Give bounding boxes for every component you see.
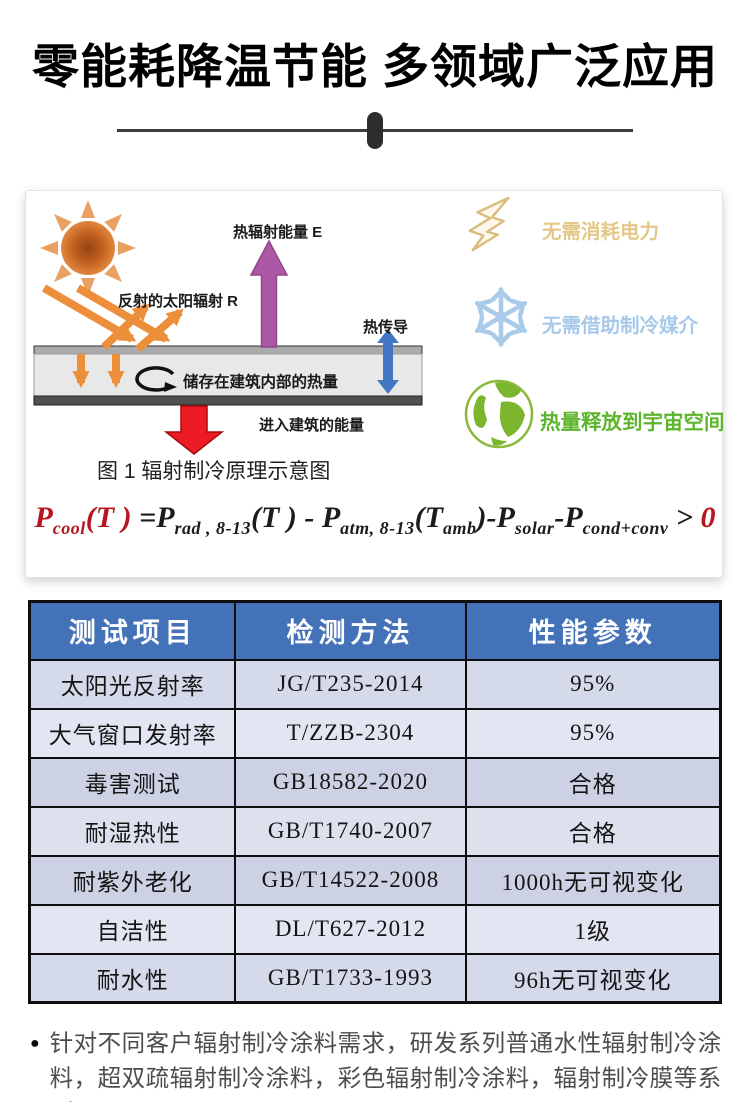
roof-slab bbox=[33, 345, 423, 406]
cell-value: 95% bbox=[464, 658, 722, 710]
bullet-icon: ● bbox=[30, 1035, 40, 1052]
earth-icon bbox=[464, 379, 534, 449]
header-method: 检测方法 bbox=[234, 600, 467, 661]
table-header-row: 测试项目 检测方法 性能参数 bbox=[28, 600, 722, 661]
lightning-icon bbox=[468, 196, 510, 252]
label-stored-heat: 储存在建筑内部的热量 bbox=[183, 374, 339, 391]
cell-method: GB/T1733-1993 bbox=[234, 952, 467, 1004]
conduction-arrow-icon bbox=[377, 329, 399, 394]
solar-arrows-icon bbox=[41, 284, 184, 389]
cell-method: T/ZZB-2304 bbox=[234, 707, 467, 759]
principle-diagram-card: 热辐射能量 E 反射的太阳辐射 R 热传导 储存在建筑内部的热量 进入建筑的能量… bbox=[25, 190, 725, 578]
figure-caption: 图 1 辐射制冷原理示意图 bbox=[97, 460, 331, 483]
table-row: 耐湿热性 GB/T1740-2007 合格 bbox=[28, 805, 722, 857]
cooling-power-formula: Pcool(T ) =Prad , 8-13(T ) - Patm, 8-13(… bbox=[34, 501, 716, 538]
entering-energy-arrow-icon bbox=[163, 405, 225, 455]
cell-value: 合格 bbox=[464, 805, 722, 857]
cell-item: 耐水性 bbox=[28, 952, 237, 1004]
cell-method: GB/T14522-2008 bbox=[234, 854, 467, 906]
cell-item: 大气窗口发射率 bbox=[28, 707, 237, 759]
snowflake-icon bbox=[474, 287, 528, 347]
cell-item: 毒害测试 bbox=[28, 756, 237, 808]
cell-value: 95% bbox=[464, 707, 722, 759]
cell-item: 自洁性 bbox=[28, 903, 237, 955]
note-text: 针对不同客户辐射制冷涂料需求，研发系列普通水性辐射制冷涂料，超双疏辐射制冷涂料，… bbox=[49, 1030, 722, 1102]
table-row: 自洁性 DL/T627-2012 1级 bbox=[28, 903, 722, 955]
page-title: 零能耗降温节能 多领域广泛应用 bbox=[31, 40, 719, 93]
cell-value: 96h无可视变化 bbox=[464, 952, 722, 1004]
cell-item: 太阳光反射率 bbox=[28, 658, 237, 710]
label-reflected-solar: 反射的太阳辐射 R bbox=[118, 293, 239, 310]
cell-method: JG/T235-2014 bbox=[234, 658, 467, 710]
cell-value: 合格 bbox=[464, 756, 722, 808]
cell-method: GB18582-2020 bbox=[234, 756, 467, 808]
radiative-cooling-diagram bbox=[33, 200, 423, 455]
thermal-radiation-arrow-icon bbox=[249, 239, 289, 348]
table-row: 耐水性 GB/T1733-1993 96h无可视变化 bbox=[28, 952, 722, 1004]
cell-item: 耐紫外老化 bbox=[28, 854, 237, 906]
feature-label-no-refrigerant: 无需借助制冷媒介 bbox=[542, 315, 699, 337]
table-row: 大气窗口发射率 T/ZZB-2304 95% bbox=[28, 707, 722, 759]
sun-icon bbox=[40, 200, 136, 296]
cell-method: DL/T627-2012 bbox=[234, 903, 467, 955]
feature-label-heat-to-space: 热量释放到宇宙空间 bbox=[540, 411, 725, 434]
table-row: 毒害测试 GB18582-2020 合格 bbox=[28, 756, 722, 808]
label-conduction: 热传导 bbox=[363, 319, 409, 336]
cell-item: 耐湿热性 bbox=[28, 805, 237, 857]
label-thermal-radiation: 热辐射能量 E bbox=[233, 224, 323, 241]
table-row: 太阳光反射率 JG/T235-2014 95% bbox=[28, 658, 722, 710]
header-test-item: 测试项目 bbox=[28, 600, 237, 661]
cell-method: GB/T1740-2007 bbox=[234, 805, 467, 857]
feature-label-no-power: 无需消耗电力 bbox=[542, 221, 660, 243]
table-row: 耐紫外老化 GB/T14522-2008 1000h无可视变化 bbox=[28, 854, 722, 906]
header-parameter: 性能参数 bbox=[464, 600, 722, 661]
divider-pill-icon bbox=[367, 112, 383, 149]
cell-value: 1级 bbox=[464, 903, 722, 955]
cell-value: 1000h无可视变化 bbox=[464, 854, 722, 906]
label-entering-energy: 进入建筑的能量 bbox=[259, 417, 365, 434]
spec-table: 测试项目 检测方法 性能参数 太阳光反射率 JG/T235-2014 95% 大… bbox=[28, 600, 722, 1004]
stored-heat-cycle-icon bbox=[135, 366, 177, 392]
product-series-note: ● 针对不同客户辐射制冷涂料需求，研发系列普通水性辐射制冷涂料，超双疏辐射制冷涂… bbox=[30, 1026, 724, 1102]
